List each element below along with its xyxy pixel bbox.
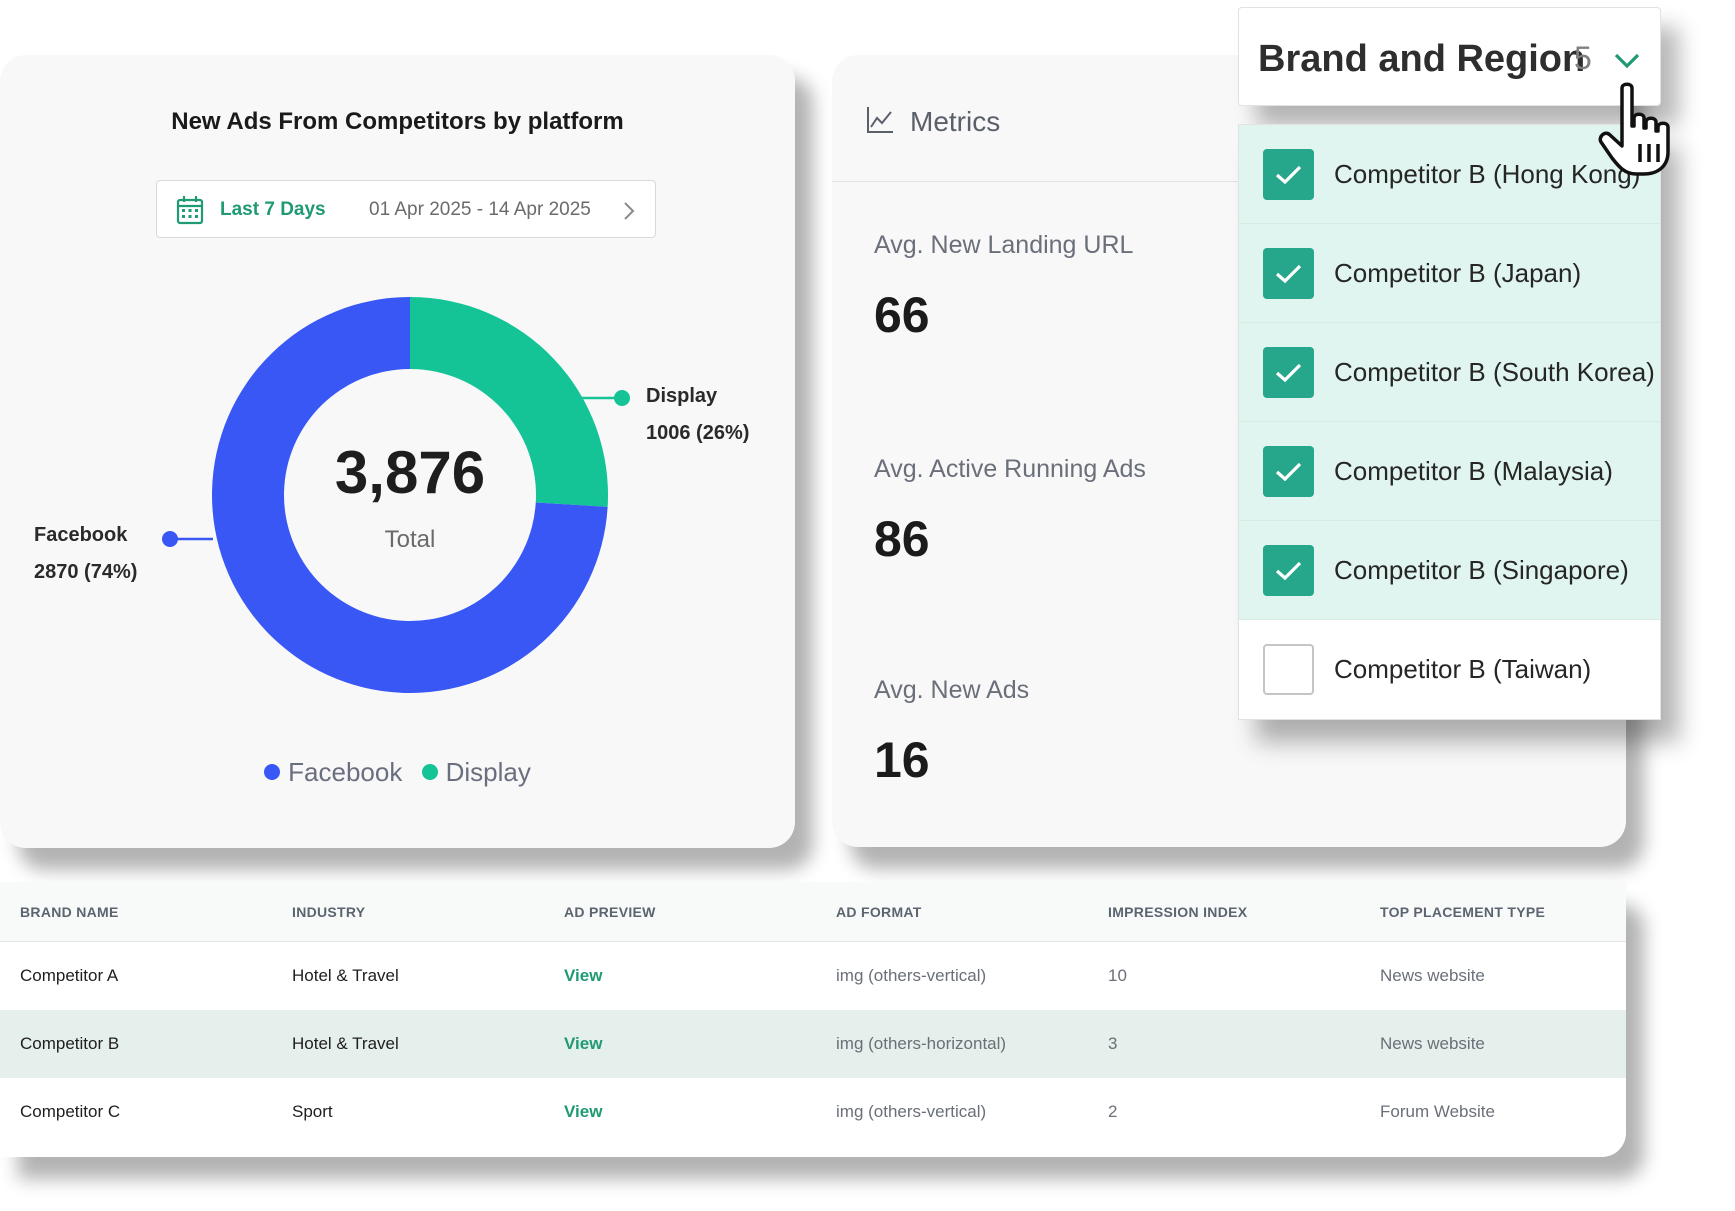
legend-dot-display (421, 764, 438, 780)
date-range-selector[interactable]: Last 7 Days 01 Apr 2025 - 14 Apr 2025 (156, 180, 656, 238)
metric-label-active-ads: Avg. Active Running Ads (874, 455, 1146, 483)
column-header-impression[interactable]: IMPRESSION INDEX (1108, 904, 1248, 920)
column-header-preview[interactable]: AD PREVIEW (564, 904, 656, 920)
metric-label-landing-url: Avg. New Landing URL (874, 231, 1134, 259)
donut-slice-facebook[interactable] (212, 297, 608, 693)
legend-item-facebook[interactable]: Facebook (264, 757, 402, 788)
cell-impression: 10 (1108, 966, 1127, 985)
checkbox[interactable] (1263, 248, 1314, 299)
metric-value-active-ads: 86 (874, 511, 930, 567)
facebook-callout-value: 2870 (74%) (34, 561, 138, 583)
dropdown-option-hong-kong[interactable]: Competitor B (Hong Kong) (1239, 125, 1660, 224)
checkbox[interactable] (1263, 347, 1314, 398)
selected-count-badge: 5 (1574, 40, 1592, 76)
column-header-brand[interactable]: BRAND NAME (20, 904, 119, 920)
dropdown-options-list: Competitor B (Hong Kong) Competitor B (J… (1238, 124, 1661, 720)
check-icon (1275, 561, 1302, 581)
donut-chart (162, 297, 630, 693)
table-header: BRAND NAME INDUSTRY AD PREVIEW AD FORMAT… (0, 882, 1626, 942)
check-icon (1275, 264, 1302, 284)
option-label: Competitor B (Malaysia) (1334, 456, 1613, 486)
column-header-industry[interactable]: INDUSTRY (292, 904, 366, 920)
donut-total-label: Total (384, 526, 436, 553)
date-range-label: Last 7 Days (220, 199, 326, 220)
dropdown-option-taiwan[interactable]: Competitor B (Taiwan) (1239, 620, 1660, 719)
cell-brand: Competitor A (20, 966, 119, 985)
check-icon (1275, 363, 1302, 383)
checkbox[interactable] (1263, 644, 1314, 695)
brand-region-dropdown[interactable]: Brand and Region 5 (1238, 7, 1661, 106)
option-label: Competitor B (South Korea) (1334, 357, 1655, 387)
competitor-ads-table: BRAND NAME INDUSTRY AD PREVIEW AD FORMAT… (0, 882, 1626, 1157)
calendar-icon (176, 196, 204, 225)
cell-brand: Competitor C (20, 1102, 121, 1121)
dropdown-option-singapore[interactable]: Competitor B (Singapore) (1239, 521, 1660, 620)
dropdown-option-malaysia[interactable]: Competitor B (Malaysia) (1239, 422, 1660, 521)
facebook-leader-dot (162, 531, 178, 547)
option-label: Competitor B (Hong Kong) (1334, 159, 1641, 189)
chevron-right-icon[interactable] (623, 201, 635, 221)
hand-pointer-cursor-icon (1598, 82, 1670, 176)
dropdown-title: Brand and Region (1258, 38, 1586, 80)
column-header-placement[interactable]: TOP PLACEMENT TYPE (1380, 904, 1546, 920)
metric-value-landing-url: 66 (874, 287, 930, 343)
donut-slice-display[interactable] (410, 297, 608, 507)
cell-industry: Hotel & Travel (292, 966, 399, 985)
donut-total-value: 3,876 (334, 439, 486, 506)
view-ad-link[interactable]: View (564, 1102, 603, 1121)
legend-label-facebook: Facebook (288, 756, 403, 787)
cell-format: img (others-vertical) (836, 1102, 987, 1121)
table-row[interactable]: Competitor A Hotel & Travel View img (ot… (0, 942, 1626, 1010)
cell-format: img (others-vertical) (836, 966, 987, 985)
option-label: Competitor B (Japan) (1334, 258, 1582, 288)
column-header-format[interactable]: AD FORMAT (836, 904, 922, 920)
display-callout-value: 1006 (26%) (646, 422, 750, 444)
facebook-callout-name: Facebook (34, 524, 128, 546)
chart-title: New Ads From Competitors by platform (171, 108, 624, 135)
cell-format: img (others-horizontal) (836, 1034, 1007, 1053)
cell-placement: Forum Website (1380, 1102, 1495, 1121)
metric-label-new-ads: Avg. New Ads (874, 676, 1030, 704)
metrics-title: Metrics (910, 106, 1001, 137)
dropdown-option-south-korea[interactable]: Competitor B (South Korea) (1239, 323, 1660, 422)
checkbox[interactable] (1263, 446, 1314, 497)
metrics-header: Metrics (832, 55, 1626, 182)
display-callout-name: Display (646, 385, 718, 407)
line-chart-icon (867, 107, 893, 133)
chevron-down-icon[interactable] (1613, 52, 1641, 70)
date-range-dates: 01 Apr 2025 - 14 Apr 2025 (369, 199, 591, 220)
legend-dot-facebook (264, 764, 281, 780)
cell-brand: Competitor B (20, 1034, 120, 1053)
cell-industry: Hotel & Travel (292, 1034, 399, 1053)
view-ad-link[interactable]: View (564, 966, 603, 985)
metric-value-new-ads: 16 (874, 732, 930, 788)
cell-placement: News website (1380, 966, 1485, 985)
table-row[interactable]: Competitor B Hotel & Travel View img (ot… (0, 1010, 1626, 1078)
dropdown-option-japan[interactable]: Competitor B (Japan) (1239, 224, 1660, 323)
legend-item-display[interactable]: Display (421, 756, 531, 788)
cell-placement: News website (1380, 1034, 1485, 1053)
legend-label-display: Display (445, 756, 531, 787)
view-ad-link[interactable]: View (564, 1034, 603, 1053)
cell-industry: Sport (292, 1102, 333, 1121)
check-icon (1275, 462, 1302, 482)
display-leader-dot (614, 390, 630, 406)
check-icon (1275, 165, 1302, 185)
chart-legend: Facebook Display (0, 756, 795, 788)
cell-impression: 2 (1108, 1102, 1118, 1121)
checkbox[interactable] (1263, 545, 1314, 596)
checkbox[interactable] (1263, 149, 1314, 200)
option-label: Competitor B (Singapore) (1334, 555, 1629, 585)
table-row[interactable]: Competitor C Sport View img (others-vert… (0, 1078, 1626, 1146)
option-label: Competitor B (Taiwan) (1334, 654, 1592, 684)
cell-impression: 3 (1108, 1034, 1118, 1053)
